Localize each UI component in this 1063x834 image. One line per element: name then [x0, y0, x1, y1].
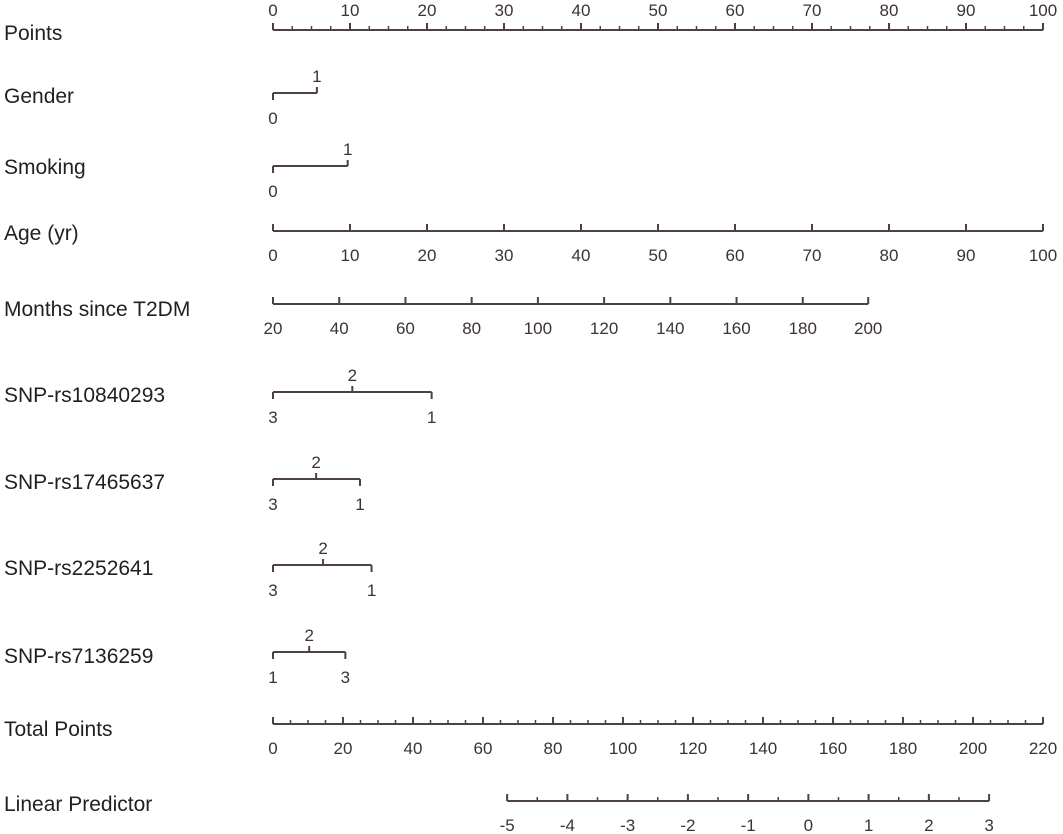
level-label: 2	[304, 626, 313, 645]
tick-label: 50	[649, 1, 668, 20]
level-label: 1	[355, 495, 364, 514]
tick-label: 160	[722, 319, 750, 338]
tick-label: 80	[880, 246, 899, 265]
tick-label: 3	[984, 816, 993, 834]
tick-label: 70	[803, 246, 822, 265]
row-label-snp-rs7136259: SNP-rs7136259	[4, 645, 153, 668]
tick-label: -2	[680, 816, 695, 834]
tick-label: 100	[1029, 246, 1057, 265]
level-label: 1	[343, 140, 352, 159]
level-label: 3	[341, 668, 350, 687]
tick-label: 30	[495, 246, 514, 265]
level-label: 1	[268, 668, 277, 687]
tick-label: 10	[341, 1, 360, 20]
tick-label: 140	[749, 739, 777, 758]
tick-label: 180	[889, 739, 917, 758]
tick-label: 40	[572, 1, 591, 20]
tick-label: -1	[741, 816, 756, 834]
tick-label: 0	[268, 739, 277, 758]
tick-label: 0	[804, 816, 813, 834]
tick-label: 90	[957, 1, 976, 20]
tick-label: -4	[560, 816, 575, 834]
tick-label: 200	[959, 739, 987, 758]
tick-label: -3	[620, 816, 635, 834]
tick-label: 80	[544, 739, 563, 758]
tick-label: 60	[474, 739, 493, 758]
tick-label: 0	[268, 246, 277, 265]
tick-label: 40	[404, 739, 423, 758]
row-label-snp-rs2252641: SNP-rs2252641	[4, 557, 153, 580]
level-label: 2	[311, 453, 320, 472]
row-label-age-yr: Age (yr)	[4, 222, 79, 245]
tick-label: 50	[649, 246, 668, 265]
level-label: 2	[318, 539, 327, 558]
tick-label: 70	[803, 1, 822, 20]
row-label-total-points: Total Points	[4, 718, 113, 741]
tick-label: 2	[924, 816, 933, 834]
tick-label: 100	[524, 319, 552, 338]
tick-label: 160	[819, 739, 847, 758]
tick-label: 20	[334, 739, 353, 758]
tick-label: 40	[572, 246, 591, 265]
tick-label: 120	[590, 319, 618, 338]
tick-label: 20	[264, 319, 283, 338]
tick-label: 100	[609, 739, 637, 758]
level-label: 3	[268, 581, 277, 600]
tick-label: 120	[679, 739, 707, 758]
tick-label: 60	[726, 246, 745, 265]
row-label-gender: Gender	[4, 85, 74, 108]
level-label: 3	[268, 408, 277, 427]
level-label: 3	[268, 495, 277, 514]
level-label: 0	[268, 182, 277, 201]
level-label: 2	[348, 366, 357, 385]
level-label: 1	[312, 67, 321, 86]
tick-label: 90	[957, 246, 976, 265]
row-label-snp-rs10840293: SNP-rs10840293	[4, 384, 165, 407]
tick-label: 200	[854, 319, 882, 338]
level-label: 0	[268, 109, 277, 128]
tick-label: 30	[495, 1, 514, 20]
tick-label: 60	[396, 319, 415, 338]
tick-label: -5	[500, 816, 515, 834]
tick-label: 60	[726, 1, 745, 20]
level-label: 1	[367, 581, 376, 600]
row-label-points: Points	[4, 22, 62, 45]
row-label-months-since-t2dm: Months since T2DM	[4, 298, 190, 321]
tick-label: 140	[656, 319, 684, 338]
tick-label: 80	[462, 319, 481, 338]
row-label-linear-predictor: Linear Predictor	[4, 793, 152, 816]
tick-label: 220	[1029, 739, 1057, 758]
tick-label: 0	[268, 1, 277, 20]
tick-label: 20	[418, 1, 437, 20]
row-label-snp-rs17465637: SNP-rs17465637	[4, 471, 165, 494]
tick-label: 1	[864, 816, 873, 834]
tick-label: 80	[880, 1, 899, 20]
level-label: 1	[427, 408, 436, 427]
tick-label: 40	[330, 319, 349, 338]
tick-label: 100	[1029, 1, 1057, 20]
row-label-smoking: Smoking	[4, 156, 86, 179]
tick-label: 10	[341, 246, 360, 265]
tick-label: 180	[789, 319, 817, 338]
tick-label: 20	[418, 246, 437, 265]
